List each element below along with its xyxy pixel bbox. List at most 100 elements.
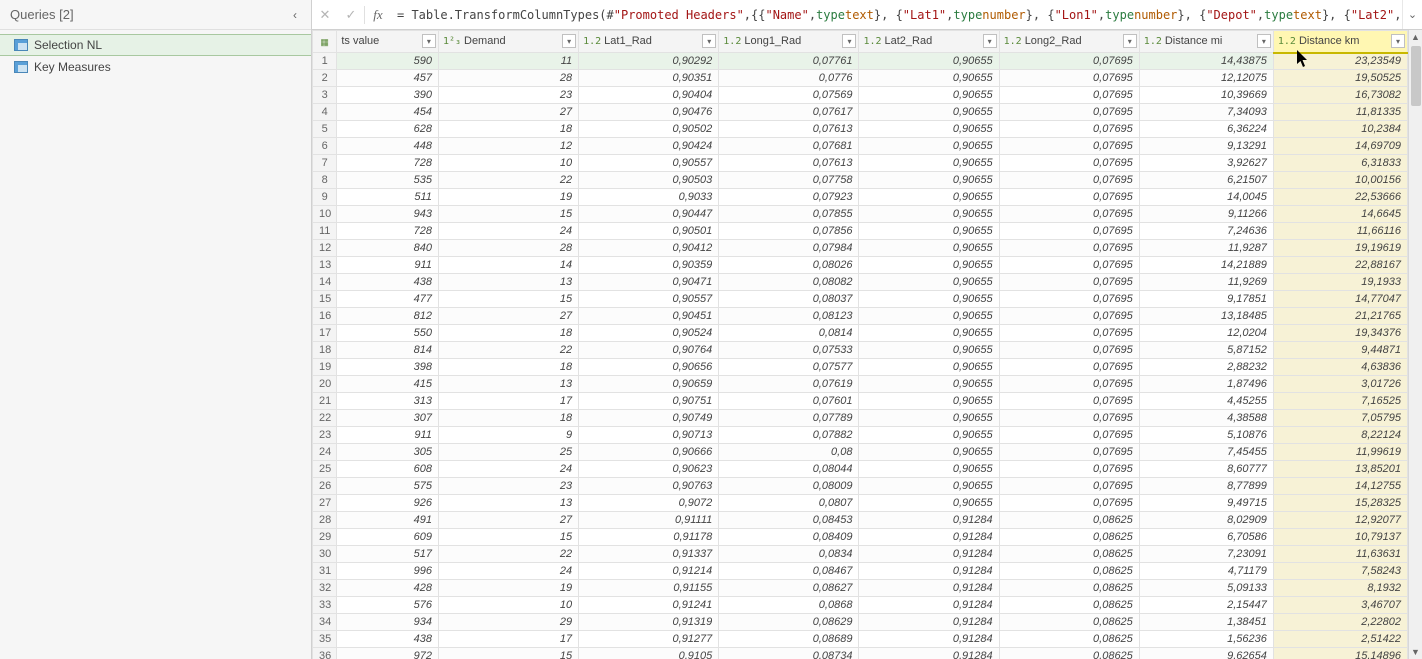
- data-cell[interactable]: 14,0045: [1139, 189, 1273, 206]
- data-cell[interactable]: 0,9072: [579, 495, 719, 512]
- table-row[interactable]: 7728100,905570,076130,906550,076953,9262…: [313, 155, 1408, 172]
- data-cell[interactable]: 0,90524: [579, 325, 719, 342]
- data-cell[interactable]: 10,39669: [1139, 87, 1273, 104]
- data-cell[interactable]: 4,71179: [1139, 563, 1273, 580]
- data-cell[interactable]: 0,90404: [579, 87, 719, 104]
- data-cell[interactable]: 13: [438, 274, 578, 291]
- data-cell[interactable]: 14,12755: [1273, 478, 1407, 495]
- table-row[interactable]: 1590110,902920,077610,906550,0769514,438…: [313, 53, 1408, 70]
- data-cell[interactable]: 0,90655: [859, 138, 999, 155]
- data-cell[interactable]: 0,07758: [719, 172, 859, 189]
- data-cell[interactable]: 0,07617: [719, 104, 859, 121]
- data-cell[interactable]: 18: [438, 359, 578, 376]
- data-cell[interactable]: 10: [438, 597, 578, 614]
- data-cell[interactable]: 0,07695: [999, 70, 1139, 87]
- data-cell[interactable]: 15: [438, 648, 578, 659]
- data-cell[interactable]: 0,90655: [859, 172, 999, 189]
- data-cell[interactable]: 7,58243: [1273, 563, 1407, 580]
- data-cell[interactable]: 0,90666: [579, 444, 719, 461]
- column-filter-button[interactable]: ▾: [842, 34, 856, 48]
- data-cell[interactable]: 28: [438, 240, 578, 257]
- data-cell[interactable]: 0,90471: [579, 274, 719, 291]
- data-cell[interactable]: 0,90623: [579, 461, 719, 478]
- data-cell[interactable]: 4,45255: [1139, 393, 1273, 410]
- data-cell[interactable]: 0,90424: [579, 138, 719, 155]
- data-cell[interactable]: 9: [438, 427, 578, 444]
- data-cell[interactable]: 27: [438, 104, 578, 121]
- table-row[interactable]: 36972150,91050,087340,912840,086259,6265…: [313, 648, 1408, 659]
- data-cell[interactable]: 8,02909: [1139, 512, 1273, 529]
- data-cell[interactable]: 943: [337, 206, 439, 223]
- data-cell[interactable]: 0,90749: [579, 410, 719, 427]
- data-cell[interactable]: 11,63631: [1273, 546, 1407, 563]
- data-cell[interactable]: 0,90655: [859, 427, 999, 444]
- data-cell[interactable]: 0,0807: [719, 495, 859, 512]
- scroll-down-button[interactable]: ▼: [1409, 645, 1422, 659]
- data-cell[interactable]: 19: [438, 580, 578, 597]
- data-cell[interactable]: 6,36224: [1139, 121, 1273, 138]
- data-cell[interactable]: 313: [337, 393, 439, 410]
- data-cell[interactable]: 0,90655: [859, 495, 999, 512]
- data-cell[interactable]: 0,0868: [719, 597, 859, 614]
- row-number-cell[interactable]: 18: [313, 342, 337, 359]
- data-cell[interactable]: 2,51422: [1273, 631, 1407, 648]
- data-cell[interactable]: 14: [438, 257, 578, 274]
- data-cell[interactable]: 0,90655: [859, 291, 999, 308]
- column-filter-button[interactable]: ▾: [983, 34, 997, 48]
- table-row[interactable]: 2457280,903510,07760,906550,0769512,1207…: [313, 70, 1408, 87]
- column-filter-button[interactable]: ▾: [702, 34, 716, 48]
- data-cell[interactable]: 5,10876: [1139, 427, 1273, 444]
- data-cell[interactable]: 22,88167: [1273, 257, 1407, 274]
- column-filter-button[interactable]: ▾: [1391, 34, 1405, 48]
- data-cell[interactable]: 0,90502: [579, 121, 719, 138]
- data-cell[interactable]: 0,07695: [999, 308, 1139, 325]
- data-cell[interactable]: 0,90655: [859, 410, 999, 427]
- collapse-panel-button[interactable]: ‹: [287, 8, 303, 22]
- row-number-cell[interactable]: 24: [313, 444, 337, 461]
- row-number-cell[interactable]: 12: [313, 240, 337, 257]
- data-cell[interactable]: 15: [438, 529, 578, 546]
- column-filter-button[interactable]: ▾: [1123, 34, 1137, 48]
- query-item[interactable]: Selection NL: [0, 34, 311, 56]
- data-cell[interactable]: 0,91284: [859, 614, 999, 631]
- data-cell[interactable]: 0,08625: [999, 648, 1139, 659]
- data-cell[interactable]: 0,08037: [719, 291, 859, 308]
- data-cell[interactable]: 0,90655: [859, 70, 999, 87]
- data-cell[interactable]: 14,43875: [1139, 53, 1273, 70]
- data-cell[interactable]: 0,08453: [719, 512, 859, 529]
- data-cell[interactable]: 0,90655: [859, 257, 999, 274]
- data-cell[interactable]: 25: [438, 444, 578, 461]
- column-header[interactable]: 1.2Distance km▾: [1273, 31, 1407, 53]
- data-cell[interactable]: 305: [337, 444, 439, 461]
- data-cell[interactable]: 0,07695: [999, 172, 1139, 189]
- table-row[interactable]: 4454270,904760,076170,906550,076957,3409…: [313, 104, 1408, 121]
- row-number-cell[interactable]: 27: [313, 495, 337, 512]
- data-cell[interactable]: 1,87496: [1139, 376, 1273, 393]
- data-cell[interactable]: 18: [438, 410, 578, 427]
- data-cell[interactable]: 5,09133: [1139, 580, 1273, 597]
- data-cell[interactable]: 3,92627: [1139, 155, 1273, 172]
- scroll-thumb[interactable]: [1411, 46, 1421, 106]
- data-cell[interactable]: 12,12075: [1139, 70, 1273, 87]
- data-cell[interactable]: 0,90655: [859, 240, 999, 257]
- data-cell[interactable]: 10: [438, 155, 578, 172]
- row-number-cell[interactable]: 32: [313, 580, 337, 597]
- data-cell[interactable]: 23: [438, 87, 578, 104]
- table-row[interactable]: 34934290,913190,086290,912840,086251,384…: [313, 614, 1408, 631]
- data-cell[interactable]: 996: [337, 563, 439, 580]
- data-cell[interactable]: 11,99619: [1273, 444, 1407, 461]
- row-number-cell[interactable]: 31: [313, 563, 337, 580]
- data-cell[interactable]: 0,90351: [579, 70, 719, 87]
- row-number-cell[interactable]: 9: [313, 189, 337, 206]
- table-row[interactable]: 15477150,905570,080370,906550,076959,178…: [313, 291, 1408, 308]
- data-cell[interactable]: 0,0814: [719, 325, 859, 342]
- data-cell[interactable]: 29: [438, 614, 578, 631]
- data-cell[interactable]: 457: [337, 70, 439, 87]
- data-cell[interactable]: 814: [337, 342, 439, 359]
- data-cell[interactable]: 0,08467: [719, 563, 859, 580]
- data-cell[interactable]: 2,88232: [1139, 359, 1273, 376]
- data-cell[interactable]: 3,46707: [1273, 597, 1407, 614]
- data-cell[interactable]: 0,90447: [579, 206, 719, 223]
- data-cell[interactable]: 517: [337, 546, 439, 563]
- row-number-cell[interactable]: 23: [313, 427, 337, 444]
